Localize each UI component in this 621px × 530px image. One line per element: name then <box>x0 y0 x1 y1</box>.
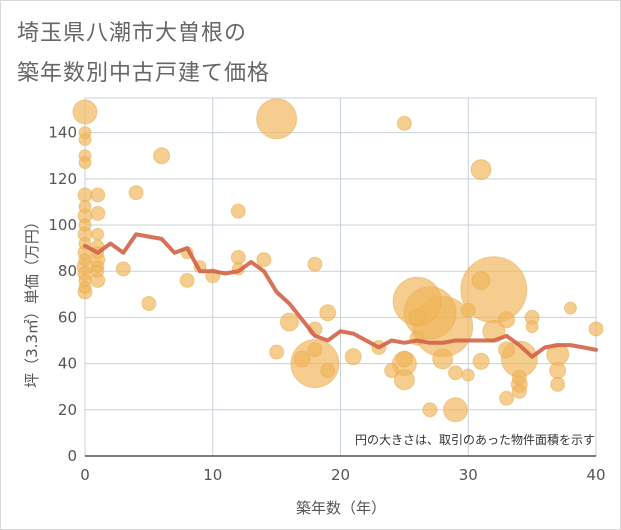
bubble-point <box>447 365 463 381</box>
bubble-point <box>78 218 92 232</box>
y-tick-label: 140 <box>48 124 77 142</box>
y-tick-label: 60 <box>58 308 77 326</box>
bubble-point <box>230 249 246 265</box>
bubble-point <box>588 321 604 337</box>
bubble-point <box>344 348 362 366</box>
bubble-point <box>230 203 246 219</box>
bubble-point <box>78 200 92 214</box>
bubble-point <box>179 272 195 288</box>
bubble-point <box>141 296 157 312</box>
bubble-point <box>384 363 400 379</box>
bubble-point <box>498 341 516 359</box>
bubble-point <box>471 270 491 290</box>
bubble-point <box>470 159 492 181</box>
bubble-point <box>499 390 515 406</box>
size-annotation: 円の大きさは、取引のあった物件面積を示す <box>355 432 595 447</box>
bubble-point <box>78 253 92 267</box>
bubble-point <box>408 308 426 326</box>
bubble-point <box>128 185 144 201</box>
bubble-point <box>396 115 412 131</box>
bubble-point <box>511 383 527 399</box>
bubble-point <box>77 187 93 203</box>
bubble-point <box>307 256 323 272</box>
bubble-point <box>269 344 285 360</box>
bubble-point <box>395 350 413 368</box>
bubble-point <box>461 368 475 382</box>
x-tick-label: 40 <box>586 466 605 484</box>
bubble-point <box>549 362 567 380</box>
bubble-point <box>78 280 92 294</box>
bubble-point <box>550 376 566 392</box>
bubble-point <box>432 348 454 370</box>
bubble-point <box>115 261 131 277</box>
y-tick-label: 100 <box>48 216 77 234</box>
bubble-point <box>90 187 106 203</box>
bubble-point <box>320 363 336 379</box>
x-tick-label: 20 <box>331 466 350 484</box>
bubble-point <box>307 342 323 358</box>
bubble-point <box>511 369 527 385</box>
y-tick-label: 120 <box>48 170 77 188</box>
bubble-point <box>91 264 105 278</box>
x-axis-label: 築年数（年） <box>296 499 386 517</box>
x-tick-label: 30 <box>459 466 478 484</box>
bubble-point <box>472 352 490 370</box>
bubble-point <box>319 304 337 322</box>
average-line <box>83 232 598 359</box>
bubble-point <box>293 350 311 368</box>
bubble-point <box>460 302 476 318</box>
y-tick-label: 0 <box>67 447 77 465</box>
bubble-point <box>422 402 438 418</box>
bubble-point <box>78 156 92 170</box>
y-tick-label: 80 <box>58 262 77 280</box>
grid <box>84 97 597 457</box>
average-line-series <box>83 232 598 359</box>
bubble-point <box>153 147 171 165</box>
y-tick-label: 20 <box>58 401 77 419</box>
bubble-point <box>525 320 539 334</box>
chart-title-line-2: 築年数別中古戸建て価格 <box>17 61 271 86</box>
bubble-point <box>563 301 577 315</box>
bubble-point <box>78 133 92 147</box>
bubble-series <box>72 98 604 423</box>
bubble-point <box>279 312 299 332</box>
bubble-point <box>393 369 415 391</box>
bubble-point <box>256 98 298 140</box>
bubble-point <box>91 227 105 241</box>
bubble-point <box>498 311 516 329</box>
y-tick-label: 40 <box>58 355 77 373</box>
bubble-point <box>256 252 272 268</box>
x-tick-label: 0 <box>80 466 90 484</box>
bubble-point <box>72 99 98 125</box>
x-tick-label: 10 <box>203 466 222 484</box>
axes: 0 10 20 30 40 0 20 40 60 80 100 120 140 <box>48 124 605 484</box>
bubble-point <box>442 397 468 423</box>
y-axis-label: 坪（3.3㎡）単価（万円） <box>23 214 41 388</box>
chart-title-line-1: 埼玉県八潮市大曽根の <box>17 21 248 46</box>
bubble-point <box>90 205 106 221</box>
